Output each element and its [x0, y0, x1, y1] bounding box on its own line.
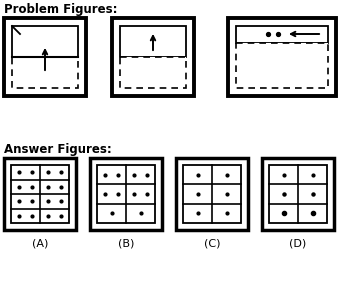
Bar [269, 165, 327, 223]
Bar [120, 26, 186, 57]
Bar [11, 165, 69, 223]
Text: (C): (C) [204, 238, 220, 248]
Bar [90, 158, 162, 230]
Bar [236, 26, 328, 43]
Text: (A): (A) [32, 238, 48, 248]
Bar [262, 158, 334, 230]
Text: (B): (B) [118, 238, 134, 248]
Bar [12, 26, 78, 57]
Bar [120, 57, 186, 88]
Text: Problem Figures:: Problem Figures: [4, 3, 118, 16]
Bar [183, 165, 241, 223]
Bar [228, 18, 336, 96]
Text: (D): (D) [289, 238, 307, 248]
Text: Answer Figures:: Answer Figures: [4, 143, 112, 156]
Bar [112, 18, 194, 96]
Bar [176, 158, 248, 230]
Bar [4, 158, 76, 230]
Bar [97, 165, 155, 223]
Bar [12, 57, 78, 88]
Bar [4, 18, 86, 96]
Bar [236, 43, 328, 88]
